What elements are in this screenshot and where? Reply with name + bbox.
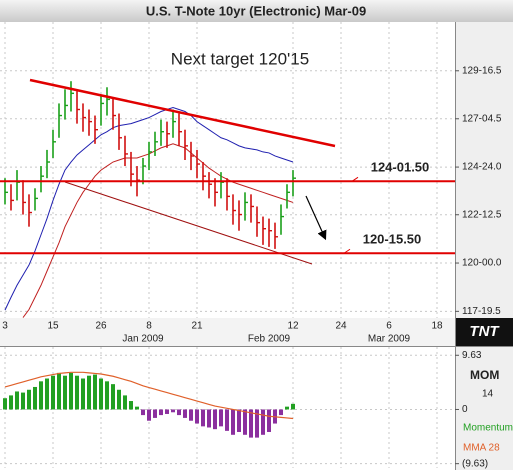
momentum-bar (255, 409, 259, 438)
title-bar (0, 0, 513, 22)
chart-title: U.S. T-Note 10yr (Electronic) Mar-09 (146, 3, 366, 18)
x-tick-label: 18 (431, 321, 443, 332)
trendline-lower (64, 181, 313, 265)
momentum-bar (201, 409, 205, 427)
momentum-bar (135, 406, 139, 410)
momentum-bar (51, 375, 55, 410)
x-tick-label: 6 (386, 321, 392, 332)
momentum-bar (57, 372, 61, 410)
mma-line (4, 371, 294, 420)
y-tick-label: 0 (462, 404, 468, 415)
momentum-bar (69, 372, 73, 410)
y-tick-label: (9.63) (462, 458, 488, 469)
data-layer (3, 81, 296, 438)
momentum-bar (225, 409, 229, 431)
trendline (29, 78, 336, 148)
y-tick-label: 127-04.5 (462, 113, 502, 124)
legend-entry: Momentum (463, 423, 513, 434)
momentum-bar (75, 375, 79, 410)
momentum-bar (237, 409, 241, 432)
momentum-bar (243, 409, 247, 435)
momentum-bar (93, 374, 97, 410)
momentum-bar (9, 395, 13, 410)
momentum-bar (33, 386, 37, 410)
arrow (305, 195, 327, 241)
momentum-bar (111, 384, 115, 410)
month-label: Mar 2009 (368, 334, 411, 345)
x-tick-label: 8 (146, 321, 152, 332)
level-connector (351, 176, 359, 182)
price-axis (455, 22, 513, 318)
momentum-bar (207, 409, 211, 428)
level-label: 120-15.50 (363, 232, 422, 247)
momentum-bar (183, 409, 187, 418)
momentum-bar (63, 375, 67, 410)
x-tick-label: 24 (335, 321, 347, 332)
y-tick-label: 120-00.0 (462, 258, 502, 269)
momentum-bar (27, 389, 31, 410)
momentum-bar (165, 409, 169, 414)
momentum-bar (81, 378, 85, 410)
momentum-bar (189, 409, 193, 421)
momentum-bar (261, 409, 265, 435)
level-connector (343, 248, 351, 254)
momentum-bar (45, 378, 49, 410)
momentum-bar (21, 392, 25, 410)
month-label: Feb 2009 (248, 334, 291, 345)
momentum-bar (285, 406, 289, 410)
momentum-bar (279, 409, 283, 416)
momentum-bar (129, 401, 133, 410)
momentum-bar (87, 375, 91, 410)
x-tick-label: 15 (47, 321, 59, 332)
momentum-bar (15, 391, 19, 410)
momentum-bar (3, 398, 7, 410)
level-label: 124-01.50 (371, 160, 430, 175)
momentum-bar (147, 409, 151, 421)
momentum-bar (231, 409, 235, 435)
momentum-bar (159, 409, 163, 416)
x-tick-label: 3 (2, 321, 8, 332)
price-panel (0, 22, 455, 318)
y-tick-label: 129-16.5 (462, 65, 502, 76)
momentum-bar (153, 409, 157, 418)
momentum-bar (291, 403, 295, 410)
logo: TNT (469, 323, 500, 340)
annotation: Next target 120'15 (171, 49, 309, 68)
momentum-bar (213, 409, 217, 430)
overlay-line (22, 143, 294, 318)
momentum-bar (39, 381, 43, 410)
momentum-bar (123, 395, 127, 410)
overlay-line (4, 106, 294, 311)
momentum-bar (171, 409, 175, 413)
momentum-axis (455, 347, 513, 470)
y-tick-label: 9.63 (462, 350, 482, 361)
momentum-bar (177, 409, 181, 416)
month-label: Jan 2009 (122, 334, 164, 345)
y-tick-label: 117-19.5 (462, 306, 501, 317)
x-tick-label: 26 (95, 321, 107, 332)
y-tick-label: 124-24.0 (462, 162, 502, 173)
indicator-label: MOM (470, 368, 499, 382)
x-tick-label: 12 (287, 321, 299, 332)
momentum-bar (249, 409, 253, 438)
x-tick-label: 21 (191, 321, 203, 332)
momentum-bar (117, 389, 121, 410)
momentum-bar (141, 409, 145, 416)
y-tick-label: 122-12.5 (462, 209, 502, 220)
indicator-period: 14 (482, 389, 494, 400)
logo-box (455, 318, 513, 346)
momentum-bar (195, 409, 199, 424)
momentum-bar (105, 381, 109, 410)
momentum-bar (219, 409, 223, 427)
momentum-bar (99, 378, 103, 410)
momentum-bar (267, 409, 271, 432)
legend-entry: MMA 28 (463, 443, 500, 454)
date-axis (0, 318, 455, 346)
